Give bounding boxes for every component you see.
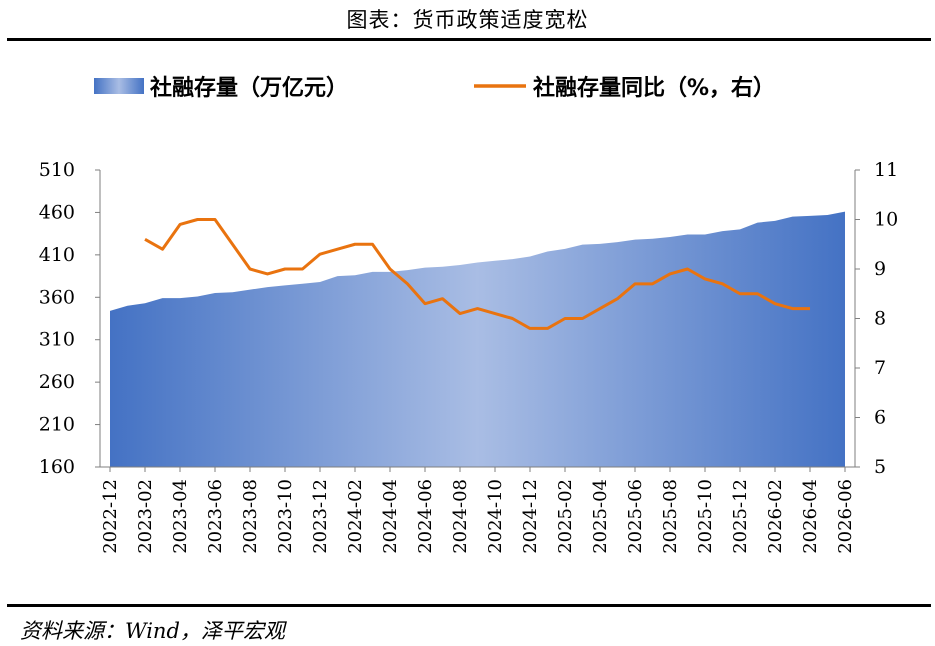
right-y-tick-label: 9 — [874, 258, 886, 280]
line-series-layer — [144, 218, 810, 330]
right-y-tick-label: 7 — [874, 357, 886, 379]
x-tick-label: 2025-12 — [730, 479, 751, 554]
area-series-layer — [110, 211, 845, 467]
right-y-ticks: 11 10 9 8 7 6 5 — [855, 159, 898, 478]
right-y-tick-label: 11 — [874, 159, 898, 181]
x-tick-label: 2024-08 — [450, 479, 471, 554]
x-tick-label: 2023-04 — [170, 479, 191, 554]
left-y-tick-label: 260 — [39, 371, 75, 393]
x-tick-label: 2023-10 — [275, 479, 296, 554]
source-divider — [7, 604, 931, 607]
right-y-tick-label: 5 — [874, 456, 886, 478]
right-y-tick-label: 6 — [874, 407, 886, 429]
x-tick-label: 2023-08 — [240, 479, 261, 554]
left-y-tick-label: 410 — [39, 244, 75, 266]
x-tick-label: 2025-02 — [555, 479, 576, 554]
left-y-tick-label: 160 — [39, 456, 75, 478]
right-y-tick-label: 8 — [874, 308, 886, 330]
legend-label-area: 社融存量（万亿元） — [150, 75, 348, 101]
x-ticks: 2022-12 2023-02 2023-04 2023-06 2023-08 2023-… — [100, 467, 856, 554]
left-y-tick-label: 360 — [39, 286, 75, 308]
x-tick-label: 2022-12 — [100, 479, 121, 554]
x-tick-label: 2024-06 — [415, 479, 436, 554]
line-series-path — [144, 218, 810, 330]
x-tick-label: 2024-10 — [485, 479, 506, 554]
x-tick-label: 2026-02 — [765, 479, 786, 554]
x-tick-label: 2025-06 — [625, 479, 646, 554]
left-y-tick-label: 510 — [39, 159, 75, 181]
x-tick-label: 2023-02 — [135, 479, 156, 554]
x-tick-label: 2024-12 — [520, 479, 541, 554]
legend: 社融存量（万亿元） 社融存量同比（%，右） — [94, 75, 775, 101]
x-tick-label: 2025-08 — [660, 479, 681, 554]
left-y-tick-label: 310 — [39, 329, 75, 351]
x-tick-label: 2025-10 — [695, 479, 716, 554]
x-tick-label: 2024-02 — [345, 479, 366, 554]
right-y-tick-label: 10 — [874, 209, 898, 231]
x-tick-label: 2026-06 — [835, 479, 856, 554]
x-tick-label: 2025-04 — [590, 479, 611, 554]
left-y-ticks: 510 460 410 360 310 260 210 160 — [39, 159, 100, 478]
chart: 社融存量（万亿元） 社融存量同比（%，右） 510460410360310260… — [39, 75, 898, 554]
left-y-tick-label: 210 — [39, 414, 75, 436]
title-divider — [7, 38, 931, 41]
source-note: 资料来源：Wind，泽平宏观 — [20, 619, 285, 643]
left-y-tick-label: 460 — [39, 201, 75, 223]
area-series-shape — [110, 211, 845, 467]
page-title: 图表：货币政策适度宽松 — [346, 8, 589, 32]
x-tick-label: 2023-06 — [205, 479, 226, 554]
x-tick-label: 2024-04 — [380, 479, 401, 554]
legend-swatch-area — [94, 78, 144, 94]
x-tick-label: 2023-12 — [310, 479, 331, 554]
legend-label-line: 社融存量同比（%，右） — [533, 75, 775, 101]
x-tick-label: 2026-04 — [800, 479, 821, 554]
